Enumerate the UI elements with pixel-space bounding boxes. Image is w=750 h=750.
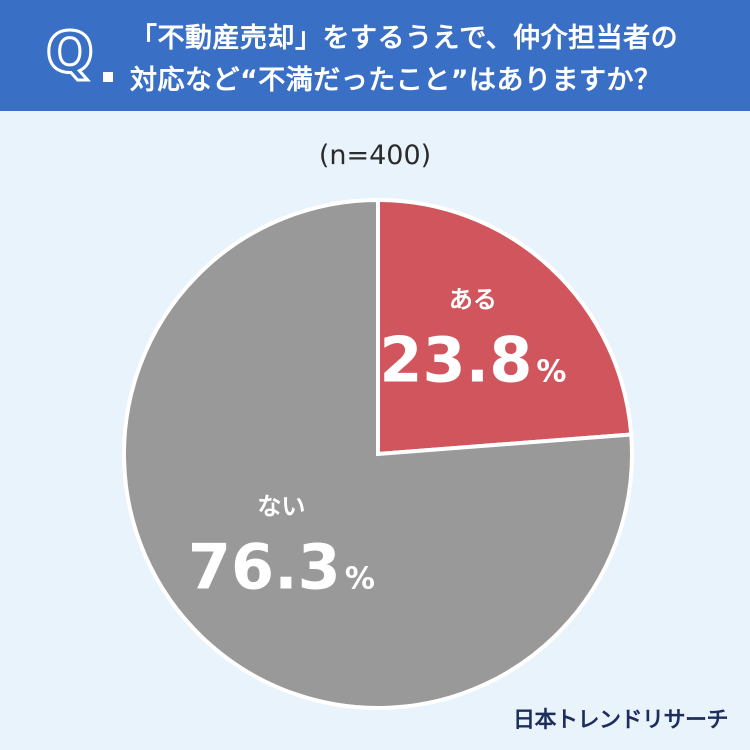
question-header: Q 「不動産売却」をするうえで、仲介担当者の 対応など“不満だったこと”はありま… (0, 0, 750, 111)
q-icon: Q (45, 21, 96, 86)
question-line-1: 「不動産売却」をするうえで、仲介担当者の (130, 23, 679, 54)
brand-logo: 日本トレンドリサーチ (512, 708, 729, 733)
q-dot-icon (103, 72, 113, 82)
slice-value-no: 76.3% (188, 530, 375, 603)
slice-value-yes: 23.8% (379, 323, 566, 396)
sample-size-label: (n=400) (318, 140, 432, 171)
pie-slice-no (122, 197, 634, 710)
pie-slice-yes (376, 197, 634, 457)
question-line-2: 対応など“不満だったこと”はありますか？ (130, 65, 662, 96)
slice-label-yes: ある (449, 285, 497, 313)
slice-label-no: ない (257, 492, 305, 520)
